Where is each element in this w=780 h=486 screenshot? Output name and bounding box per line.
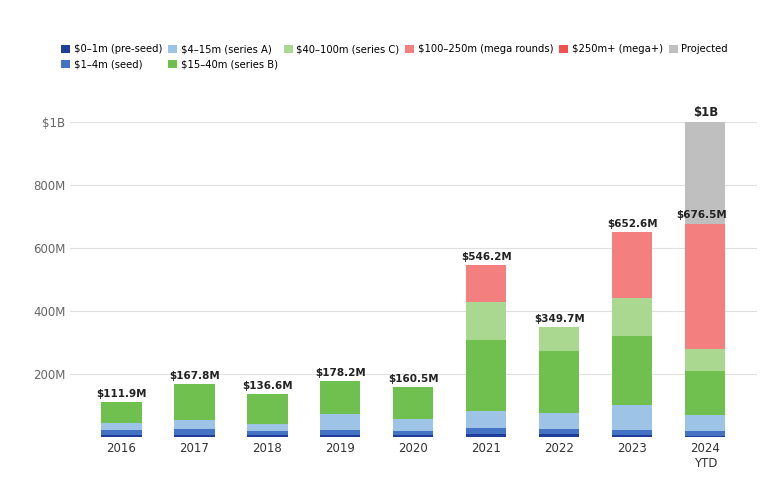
Bar bbox=[612, 232, 652, 298]
Bar bbox=[321, 382, 360, 414]
Text: $1B: $1B bbox=[693, 106, 718, 119]
Bar bbox=[686, 435, 725, 437]
Bar bbox=[466, 302, 506, 340]
Text: $546.2M: $546.2M bbox=[461, 252, 512, 262]
Bar bbox=[247, 435, 288, 437]
Bar bbox=[466, 265, 506, 302]
Bar bbox=[101, 435, 141, 437]
Bar bbox=[175, 420, 214, 429]
Bar bbox=[321, 414, 360, 430]
Bar bbox=[612, 430, 652, 435]
Bar bbox=[612, 435, 652, 437]
Text: $160.5M: $160.5M bbox=[388, 374, 438, 384]
Bar bbox=[539, 327, 580, 351]
Bar bbox=[539, 429, 580, 434]
Bar bbox=[686, 224, 725, 349]
Bar bbox=[686, 371, 725, 416]
Bar bbox=[466, 340, 506, 411]
Text: $178.2M: $178.2M bbox=[315, 368, 366, 378]
Bar bbox=[321, 435, 360, 437]
Bar bbox=[393, 418, 434, 431]
Text: $111.9M: $111.9M bbox=[96, 389, 147, 399]
Text: $676.5M: $676.5M bbox=[676, 210, 727, 220]
Text: $167.8M: $167.8M bbox=[169, 371, 220, 382]
Bar bbox=[393, 435, 434, 437]
Bar bbox=[175, 435, 214, 437]
Bar bbox=[101, 430, 141, 435]
Text: $136.6M: $136.6M bbox=[242, 381, 292, 391]
Bar bbox=[247, 394, 288, 424]
Bar bbox=[612, 336, 652, 405]
Bar bbox=[466, 411, 506, 428]
Bar bbox=[686, 431, 725, 435]
Bar bbox=[539, 434, 580, 437]
Bar bbox=[686, 122, 725, 224]
Text: $652.6M: $652.6M bbox=[607, 219, 658, 228]
Bar bbox=[175, 384, 214, 420]
Bar bbox=[539, 351, 580, 413]
Bar bbox=[175, 429, 214, 435]
Bar bbox=[393, 387, 434, 418]
Bar bbox=[466, 434, 506, 437]
Bar bbox=[247, 424, 288, 431]
Bar bbox=[686, 416, 725, 431]
Bar bbox=[686, 349, 725, 371]
Text: $349.7M: $349.7M bbox=[534, 314, 585, 324]
Bar bbox=[321, 430, 360, 435]
Bar bbox=[101, 423, 141, 430]
Bar bbox=[101, 402, 141, 423]
Bar bbox=[393, 431, 434, 435]
Bar bbox=[539, 413, 580, 429]
Legend: $0–1m (pre-seed), $1–4m (seed), $4–15m (series A), $15–40m (series B), $40–100m : $0–1m (pre-seed), $1–4m (seed), $4–15m (… bbox=[62, 44, 728, 69]
Bar bbox=[247, 431, 288, 435]
Bar bbox=[466, 428, 506, 434]
Bar bbox=[612, 405, 652, 430]
Bar bbox=[612, 298, 652, 336]
